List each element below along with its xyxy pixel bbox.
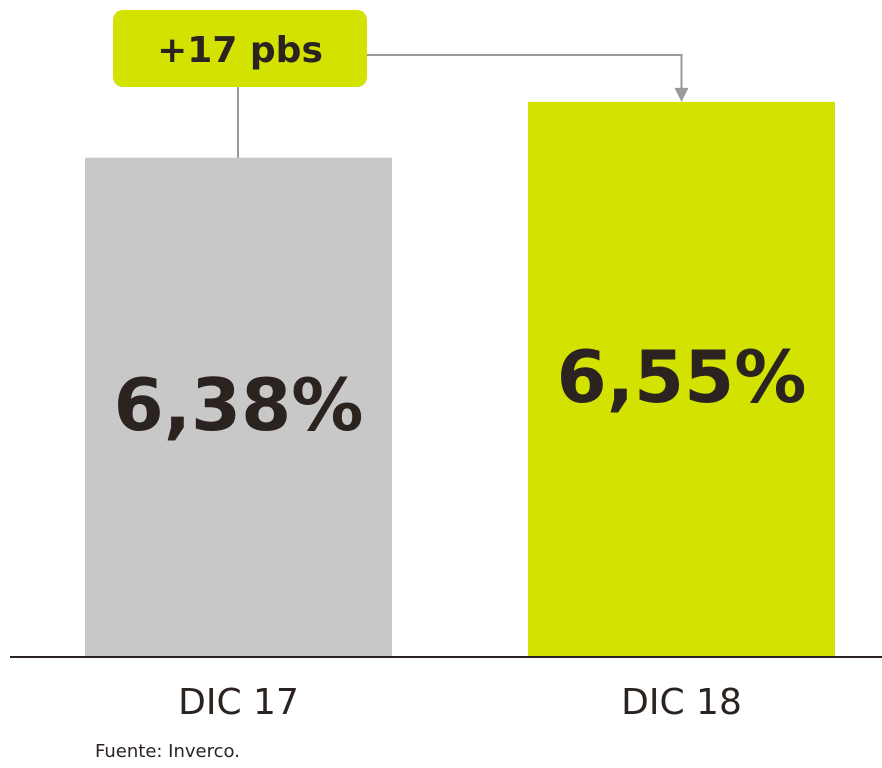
arrow-head — [674, 87, 689, 102]
annotation: +17 pbs — [157, 30, 323, 71]
connector — [367, 54, 683, 90]
source: Fuente: Inverco. — [95, 741, 240, 762]
value-label: 6,55% — [557, 335, 807, 419]
annotation-box — [113, 10, 367, 87]
bar — [85, 157, 392, 657]
x-tick-label: DIC 17 — [178, 682, 299, 723]
bar — [528, 101, 835, 657]
value-label: 6,38% — [114, 363, 364, 447]
x-tick-label: DIC 18 — [621, 682, 742, 723]
